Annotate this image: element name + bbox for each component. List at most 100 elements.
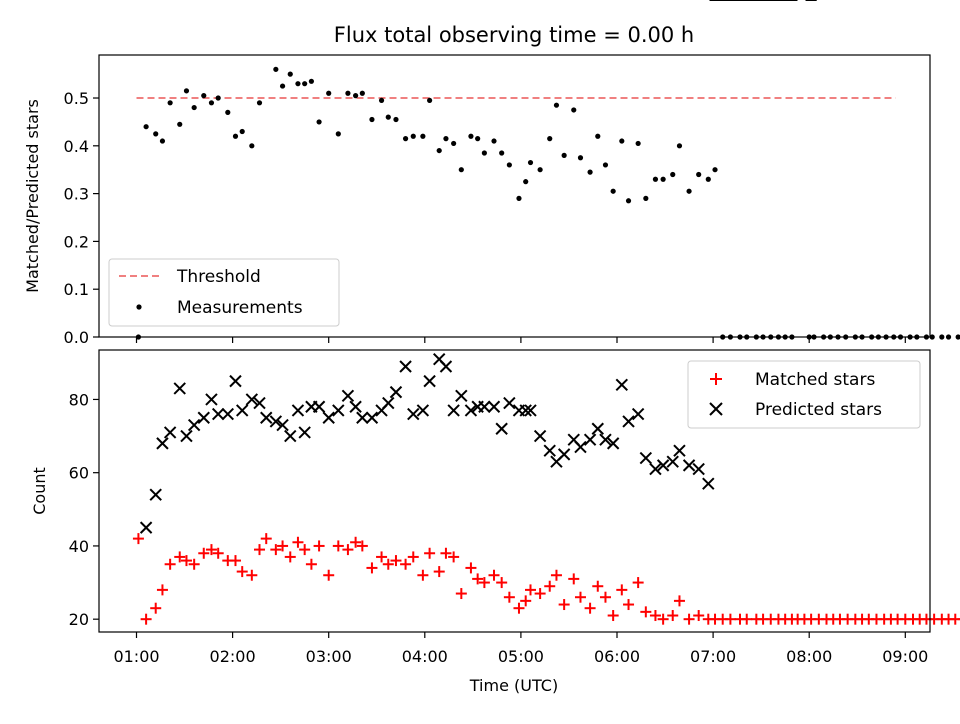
matched-star-point — [292, 536, 304, 548]
matched-star-point — [488, 569, 500, 581]
measurement-point — [256, 100, 263, 106]
predicted-star-point — [495, 422, 508, 435]
predicted-star-point — [349, 400, 362, 413]
predicted-star-point — [557, 448, 571, 461]
predicted-star-point — [149, 488, 162, 501]
matched-star-point — [520, 595, 532, 607]
measurement-point — [177, 121, 183, 127]
top-panel: 0.0 0.1 0.2 0.3 0.4 0.5 Matched/Predicted sta… — [23, 54, 960, 347]
measurement-point — [939, 334, 945, 340]
matched-star-point — [376, 551, 388, 563]
measurement-point — [443, 136, 449, 142]
predicted-star-point — [423, 374, 436, 388]
predicted-star-point — [622, 415, 635, 428]
measurement-point — [499, 150, 505, 156]
predicted-star-point — [478, 400, 491, 413]
matched-star-point — [150, 602, 162, 614]
predicted-star-point — [253, 396, 266, 410]
predicted-star-point — [356, 411, 369, 424]
legend-predicted-swatch — [709, 402, 723, 416]
matched-star-point — [632, 577, 644, 589]
matched-star-point — [424, 547, 436, 559]
x-tick-label: 08:00 — [786, 647, 832, 666]
matched-star-point — [366, 562, 378, 574]
legend-measurements-label: Measurements — [177, 298, 303, 318]
matched-star-point — [260, 533, 272, 545]
measurement-point — [610, 188, 616, 194]
measurement-point — [652, 176, 659, 182]
predicted-star-point — [260, 411, 273, 424]
matched-star-point — [448, 551, 460, 563]
measurement-point — [696, 171, 702, 178]
predicted-star-point — [399, 360, 412, 373]
measurement-point — [547, 136, 553, 142]
measurement-point — [660, 176, 666, 182]
legend-matched-swatch — [710, 373, 722, 385]
matched-star-point — [724, 613, 736, 625]
measurement-point — [183, 88, 190, 94]
measurement-point — [201, 93, 207, 99]
predicted-star-point — [631, 407, 645, 421]
top-y-tick-label: 0.0 — [64, 328, 89, 347]
matched-star-point — [599, 591, 611, 603]
matched-star-point — [270, 544, 282, 556]
predicted-star-point — [312, 400, 326, 413]
matched-star-point — [649, 610, 661, 622]
legend-matched-label: Matched stars — [755, 370, 875, 390]
measurement-point — [436, 147, 442, 154]
matched-star-point — [356, 540, 368, 552]
measurement-point — [475, 136, 481, 142]
matched-star-point — [574, 591, 586, 603]
measurement-point — [359, 90, 365, 96]
matched-star-point — [305, 558, 317, 570]
measurement-point — [167, 100, 173, 106]
predicted-star-point — [503, 396, 516, 410]
matched-star-point — [390, 555, 402, 567]
predicted-star-point — [341, 389, 355, 402]
matched-star-point — [657, 613, 669, 625]
predicted-star-point — [673, 444, 686, 457]
matched-star-point — [455, 588, 467, 600]
matched-star-point — [164, 558, 176, 570]
matched-star-point — [623, 599, 635, 611]
matched-star-point — [299, 544, 311, 556]
matched-star-point — [568, 573, 580, 585]
matched-star-point — [640, 606, 652, 618]
matched-star-point — [558, 599, 570, 611]
measurement-point — [249, 143, 255, 149]
x-tick-label: 03:00 — [306, 647, 352, 666]
predicted-star-point — [656, 459, 670, 472]
bottom-y-tick-label: 20 — [69, 610, 89, 629]
measurement-point — [929, 334, 935, 340]
measurement-point — [451, 140, 457, 147]
predicted-star-point — [284, 429, 297, 443]
measurement-point — [369, 116, 375, 123]
predicted-star-point — [236, 404, 249, 417]
matched-star-point — [616, 584, 628, 596]
matched-star-point — [205, 544, 217, 556]
predicted-star-point — [543, 444, 556, 457]
predicted-star-point — [649, 462, 662, 476]
measurement-point — [232, 133, 239, 139]
x-axis-label: Time (UTC) — [469, 676, 558, 695]
predicted-star-point — [464, 404, 478, 417]
measurement-point — [553, 102, 560, 108]
bottom-y-tick-label: 40 — [69, 537, 89, 556]
matched-star-point — [693, 610, 705, 622]
measurement-point — [345, 90, 351, 96]
matched-star-point — [607, 610, 619, 622]
top-y-tick-label: 0.1 — [64, 280, 89, 299]
matched-star-point — [513, 602, 525, 614]
bottom-legend: Matched stars Predicted stars — [687, 360, 921, 429]
measurement-point — [619, 138, 625, 144]
predicted-star-point — [322, 411, 335, 424]
matched-star-point — [503, 591, 515, 603]
x-tick-label: 09:00 — [882, 647, 928, 666]
predicted-star-point — [221, 407, 235, 421]
measurement-point — [316, 119, 322, 125]
measurement-point — [686, 188, 692, 194]
measurement-point — [527, 159, 534, 166]
predicted-star-point — [139, 521, 153, 534]
predicted-star-point — [407, 407, 420, 421]
